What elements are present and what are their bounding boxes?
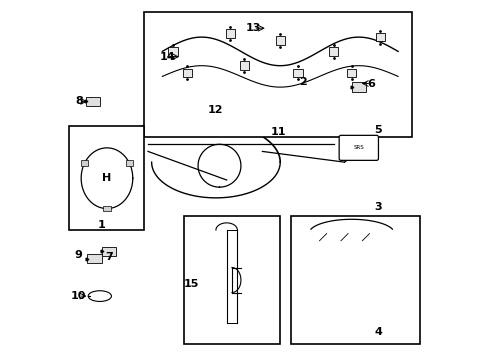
Bar xyxy=(144,12,411,137)
Text: 5: 5 xyxy=(374,125,382,135)
Bar xyxy=(183,216,280,344)
Bar xyxy=(102,247,116,256)
Ellipse shape xyxy=(88,291,111,301)
Text: SRS: SRS xyxy=(353,145,364,150)
Bar xyxy=(69,126,144,230)
FancyBboxPatch shape xyxy=(339,135,378,160)
Text: 10: 10 xyxy=(71,291,86,301)
Bar xyxy=(375,33,384,41)
Bar xyxy=(346,68,356,77)
Bar xyxy=(87,254,102,263)
Bar xyxy=(293,68,302,77)
Bar xyxy=(240,62,248,70)
Bar xyxy=(328,47,338,56)
Text: 3: 3 xyxy=(374,202,382,212)
Text: 13: 13 xyxy=(245,23,261,33)
Bar xyxy=(275,36,285,45)
Text: H: H xyxy=(102,173,111,183)
Text: 1: 1 xyxy=(98,220,105,230)
Text: 9: 9 xyxy=(75,250,82,260)
Text: 15: 15 xyxy=(183,279,198,289)
Bar xyxy=(85,97,100,106)
Text: 11: 11 xyxy=(270,127,285,137)
Bar xyxy=(103,206,110,211)
Bar xyxy=(351,82,365,92)
Text: 12: 12 xyxy=(208,105,223,115)
Text: 2: 2 xyxy=(299,77,306,87)
Bar xyxy=(290,216,419,344)
Text: 8: 8 xyxy=(76,96,83,107)
Bar xyxy=(81,160,88,166)
Text: 4: 4 xyxy=(374,327,382,337)
Text: 14: 14 xyxy=(160,52,175,62)
Text: 6: 6 xyxy=(366,78,374,89)
Text: 7: 7 xyxy=(104,252,112,262)
Bar xyxy=(225,29,234,38)
Bar xyxy=(183,68,192,77)
Bar xyxy=(168,47,177,56)
Bar xyxy=(125,160,133,166)
